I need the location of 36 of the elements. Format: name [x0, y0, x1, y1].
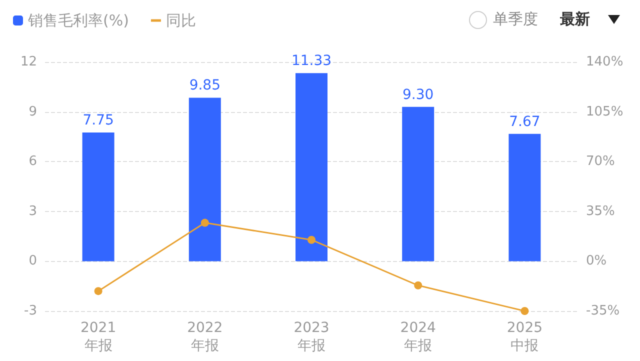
- point: [520, 307, 529, 315]
- y2-tick-label: 140%: [586, 54, 624, 70]
- y-tick-label: 9: [28, 104, 37, 120]
- point: [200, 218, 209, 227]
- point: [308, 236, 316, 244]
- y-tick-label: 6: [28, 154, 37, 170]
- y2-tick-label: 35%: [586, 204, 615, 219]
- y2-tick-label: 70%: [586, 154, 615, 170]
- point: [414, 281, 422, 290]
- text: 单季度: [493, 10, 538, 29]
- point: [94, 287, 102, 296]
- y-tick-label: 0: [28, 254, 37, 269]
- x-tick-label: 2025 中报: [506, 320, 543, 354]
- data-label: 7.67: [509, 114, 540, 130]
- bar: [508, 134, 541, 262]
- bar: [82, 132, 114, 262]
- y-tick-label: -3: [24, 304, 37, 318]
- x-tick-label: 2021 年报: [80, 320, 116, 354]
- data-label: 9.85: [189, 78, 220, 94]
- y2-tick-label: -35%: [586, 304, 620, 318]
- text: 最新: [560, 10, 590, 29]
- y-tick-label: 12: [20, 54, 37, 70]
- bar: [402, 106, 434, 262]
- y2-tick-label: 0%: [586, 254, 607, 269]
- x-tick-label: 2022 年报: [187, 320, 223, 354]
- y-tick-label: 3: [28, 204, 37, 219]
- legend-label: 销售毛利率(%): [27, 12, 129, 30]
- data-label: 11.33: [291, 53, 332, 70]
- y2-tick-label: 105%: [586, 104, 624, 120]
- x-tick-label: 2024 年报: [400, 320, 436, 354]
- x-tick-label: 2023 年报: [294, 320, 330, 354]
- data-label: 7.75: [82, 112, 114, 129]
- bar: [296, 73, 328, 262]
- bar: [188, 98, 221, 262]
- data-label: 9.30: [402, 86, 434, 103]
- legend-label: 同比: [166, 12, 196, 30]
